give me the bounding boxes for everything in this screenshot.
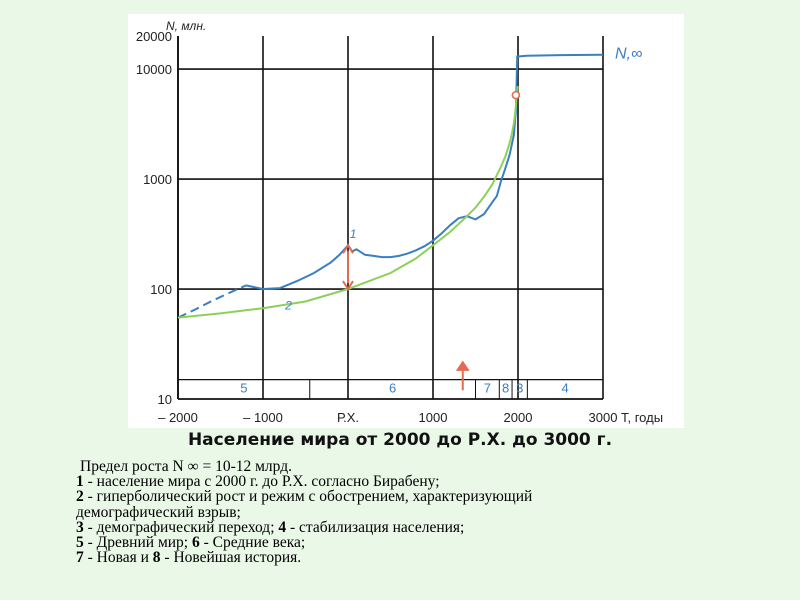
period-label: 3 [516,381,523,396]
caption-text: - Средние века; [199,534,306,552]
caption-text: - Новейшая история. [160,549,302,567]
y-tick-label: 10000 [136,62,172,77]
series-1-line [245,53,604,291]
caption-text: - население мира с 2000 г. до Р.Х. согла… [83,473,440,491]
caption-line-limit: Предел роста N ∞ = 10-12 млрд. [80,458,292,475]
population-chart: 10 100 1000 10000 20000 – 2000 – 1000 Р.Х. 1000 2… [136,19,663,425]
y-tick-label: 20000 [136,29,172,44]
y-tick-label: 100 [150,282,172,297]
caption-line-2b: демографический взрыв; [76,503,241,521]
double-arrow-head-top [342,243,354,254]
x-axis-label: T, годы [621,410,663,425]
x-tick-label: 1000 [419,410,448,425]
caption-text: - Новая и [83,549,153,567]
caption-num: 1 [76,473,84,491]
caption-text: - гиперболический рост и режим с обостре… [83,488,533,506]
series-1-line-dashed [177,284,247,319]
caption-line-4: 5 - Древний мир; 6 - Средние века; [76,534,716,552]
caption-text: - стабилизация населения; [286,518,465,536]
period-label: 7 [484,381,491,396]
x-tick-label: 3000 [589,410,618,425]
caption: Предел роста N ∞ = 10-12 млрд. 1 - насел… [76,458,716,567]
caption-line-2: 2 - гиперболический рост и режим с обост… [76,488,716,506]
period-label: 5 [240,381,247,396]
x-tick-label: – 1000 [243,410,283,425]
chart-title: Население мира от 2000 до Р.Х. до 3000 г… [187,430,613,450]
caption-line-3: 3 - демографический переход; 4 - стабили… [76,518,716,536]
double-arrow-head-bottom [342,280,354,291]
caption-text: - Древний мир; [83,534,192,552]
series-2-line [177,86,519,319]
period-label: 8 [502,381,509,396]
x-tick-label: – 2000 [158,410,198,425]
caption-num: 7 [76,549,84,567]
annotation-label: 1 [350,227,357,241]
caption-num: 8 [152,549,161,567]
y-tick-label: 10 [158,392,172,407]
caption-num: 2 [76,488,84,506]
caption-line-1: 1 - население мира с 2000 г. до Р.Х. сог… [76,473,716,491]
caption-num: 3 [76,518,84,536]
arrow-up-head [455,360,470,371]
period-label: 4 [562,381,569,396]
y-tick-label: 1000 [143,172,172,187]
caption-line-5: 7 - Новая и 8 - Новейшая история. [76,549,716,567]
chart-panel: 10 100 1000 10000 20000 – 2000 – 1000 Р.Х. 1000 2… [128,14,684,428]
y-axis-label: N, млн. [166,19,206,33]
caption-num: 5 [76,534,84,552]
caption-num: 6 [191,534,200,552]
marker-circle [511,90,521,100]
annotation-label: 2 [284,299,292,313]
period-label: 6 [389,381,396,396]
x-tick-label: 2000 [504,410,533,425]
annotation-label: N,∞ [615,45,642,62]
x-tick-label: Р.Х. [337,410,359,425]
caption-text: - демографический переход; [83,518,279,536]
caption-num: 4 [278,518,287,536]
